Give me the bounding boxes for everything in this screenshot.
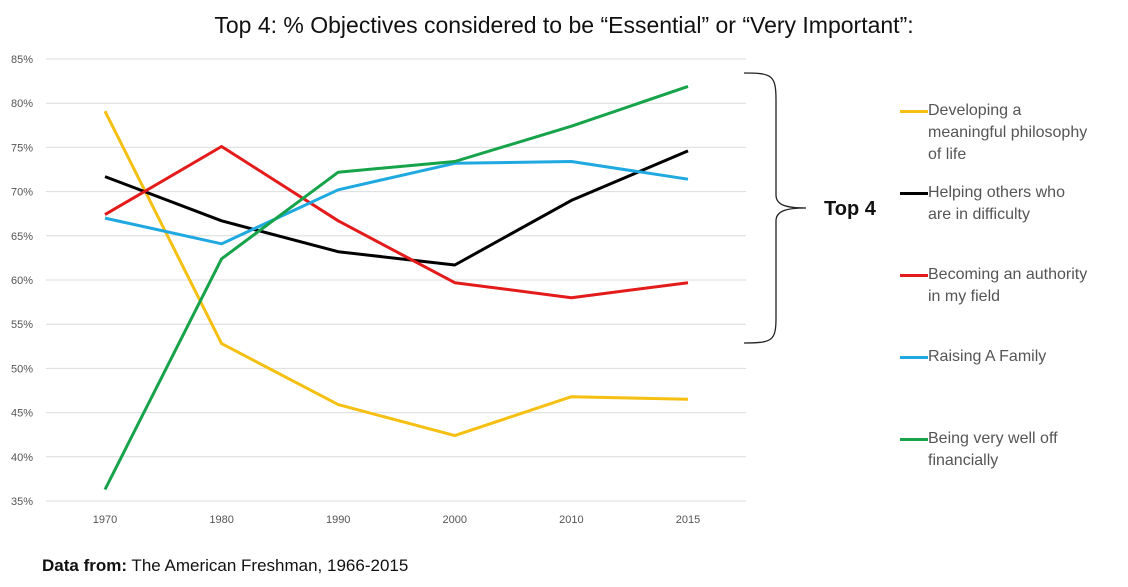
x-tick-label: 2015 [676, 514, 700, 526]
x-tick-label: 1970 [93, 514, 117, 526]
y-tick-label: 85% [11, 54, 33, 66]
y-tick-label: 75% [11, 142, 33, 154]
top4-bracket [743, 72, 807, 344]
legend-item: Helping others who are in difficulty [900, 182, 1088, 226]
legend-item: Being very well off financially [900, 428, 1088, 472]
legend-label: Helping others who are in difficulty [928, 184, 1065, 223]
y-tick-label: 55% [11, 319, 33, 331]
series-line [103, 84, 689, 491]
legend-label: Being very well off financially [928, 430, 1058, 469]
axis-tick-labels: 35% 40% 45% 50% 55% 60% 65% 70% 75% 80% 85% 1970 198… [11, 54, 700, 526]
legend-item: Developing a meaningful philosophy of li… [900, 100, 1088, 166]
legend-swatch [900, 110, 928, 113]
y-tick-label: 80% [11, 98, 33, 110]
legend-label: Raising A Family [928, 348, 1047, 365]
series-line [104, 160, 689, 246]
y-tick-label: 70% [11, 187, 33, 199]
chart-title: Top 4: % Objectives considered to be “Es… [214, 12, 914, 38]
series-line [104, 149, 689, 267]
legend-label: Becoming an authority in my field [928, 266, 1088, 305]
gridlines [46, 58, 746, 502]
y-tick-label: 50% [11, 363, 33, 375]
legend-item: Becoming an authority in my field [900, 264, 1088, 308]
y-tick-label: 65% [11, 231, 33, 243]
y-tick-label: 35% [11, 496, 33, 508]
x-tick-label: 2000 [443, 514, 467, 526]
legend-label: Developing a meaningful philosophy of li… [928, 102, 1088, 163]
series-lines [103, 84, 689, 491]
legend-swatch [900, 192, 928, 195]
legend-swatch [900, 438, 928, 441]
source-label: Data from: [42, 556, 128, 575]
series-line [104, 145, 689, 300]
legend-swatch [900, 274, 928, 277]
source-text: The American Freshman, 1966-2015 [127, 556, 409, 575]
x-tick-label: 2010 [559, 514, 583, 526]
legend-swatch [900, 356, 928, 359]
x-tick-label: 1980 [209, 514, 233, 526]
top4-annotation: Top 4 [824, 198, 876, 220]
source-note: Data from: The American Freshman, 1966-2… [42, 556, 408, 576]
y-tick-label: 45% [11, 408, 33, 420]
y-tick-label: 60% [11, 275, 33, 287]
y-tick-label: 40% [11, 452, 33, 464]
legend-item: Raising A Family [900, 346, 1088, 368]
series-line [103, 110, 689, 438]
x-tick-label: 1990 [326, 514, 350, 526]
